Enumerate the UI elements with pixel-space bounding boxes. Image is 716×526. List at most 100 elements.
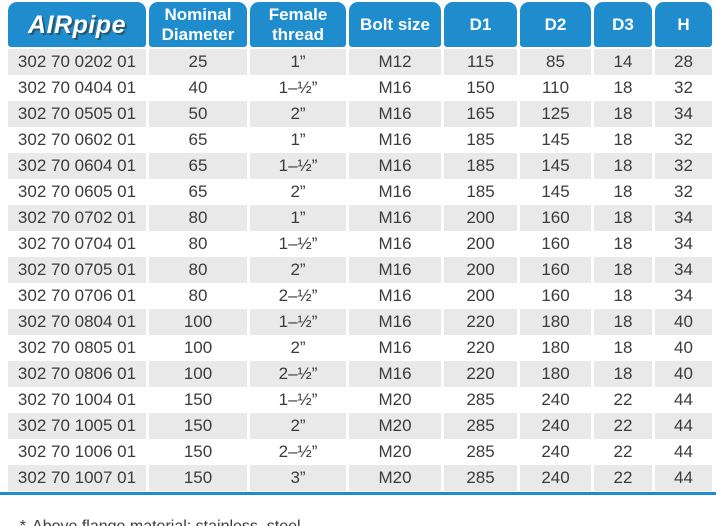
cell-nominal-diameter: 65 (149, 153, 247, 179)
cell-nominal-diameter: 80 (149, 257, 247, 283)
cell-nominal-diameter: 80 (149, 283, 247, 309)
cell-nominal-diameter: 80 (149, 231, 247, 257)
table-row: 302 70 0702 01 80 1” M16 200 160 18 34 (8, 205, 712, 231)
cell-d1: 165 (444, 101, 517, 127)
cell-bolt-size: M16 (349, 257, 441, 283)
cell-h: 40 (655, 335, 712, 361)
cell-bolt-size: M20 (349, 387, 441, 413)
cell-female-thread: 2” (250, 257, 346, 283)
cell-d3: 18 (594, 127, 652, 153)
cell-d2: 240 (520, 413, 591, 439)
cell-d1: 185 (444, 127, 517, 153)
cell-h: 44 (655, 465, 712, 491)
cell-nominal-diameter: 100 (149, 361, 247, 387)
cell-h: 34 (655, 257, 712, 283)
cell-part-number: 302 70 0706 01 (8, 283, 146, 309)
table-row: 302 70 0604 01 65 1–½” M16 185 145 18 32 (8, 153, 712, 179)
cell-nominal-diameter: 40 (149, 75, 247, 101)
cell-bolt-size: M16 (349, 75, 441, 101)
cell-part-number: 302 70 0705 01 (8, 257, 146, 283)
cell-d1: 220 (444, 361, 517, 387)
cell-d3: 14 (594, 49, 652, 75)
table-header-row: AIR pipe Nominal Diameter Female thread Bol… (8, 2, 712, 47)
cell-d2: 145 (520, 179, 591, 205)
cell-nominal-diameter: 150 (149, 387, 247, 413)
column-header-bolt-size: Bolt size (349, 2, 441, 47)
cell-h: 32 (655, 127, 712, 153)
cell-bolt-size: M16 (349, 153, 441, 179)
cell-part-number: 302 70 0702 01 (8, 205, 146, 231)
cell-bolt-size: M16 (349, 361, 441, 387)
cell-part-number: 302 70 1006 01 (8, 439, 146, 465)
cell-nominal-diameter: 100 (149, 335, 247, 361)
table-row: 302 70 0404 01 40 1–½” M16 150 110 18 32 (8, 75, 712, 101)
cell-d3: 18 (594, 75, 652, 101)
cell-d2: 85 (520, 49, 591, 75)
cell-d2: 160 (520, 283, 591, 309)
cell-d1: 285 (444, 465, 517, 491)
cell-bolt-size: M16 (349, 231, 441, 257)
cell-female-thread: 1–½” (250, 75, 346, 101)
cell-female-thread: 2–½” (250, 439, 346, 465)
cell-female-thread: 1” (250, 49, 346, 75)
cell-female-thread: 2” (250, 413, 346, 439)
cell-part-number: 302 70 1007 01 (8, 465, 146, 491)
footnote-marker: * (20, 518, 26, 526)
cell-bolt-size: M12 (349, 49, 441, 75)
cell-part-number: 302 70 1005 01 (8, 413, 146, 439)
cell-d1: 200 (444, 257, 517, 283)
cell-h: 28 (655, 49, 712, 75)
cell-d2: 240 (520, 465, 591, 491)
cell-d2: 180 (520, 361, 591, 387)
cell-d1: 115 (444, 49, 517, 75)
table-row: 302 70 0804 01 100 1–½” M16 220 180 18 40 (8, 309, 712, 335)
cell-part-number: 302 70 1004 01 (8, 387, 146, 413)
cell-h: 34 (655, 283, 712, 309)
cell-nominal-diameter: 100 (149, 309, 247, 335)
table-row: 302 70 1006 01 150 2–½” M20 285 240 22 44 (8, 439, 712, 465)
cell-d1: 220 (444, 335, 517, 361)
table-row: 302 70 0805 01 100 2” M16 220 180 18 40 (8, 335, 712, 361)
table-row: 302 70 1005 01 150 2” M20 285 240 22 44 (8, 413, 712, 439)
brand-logo-pipe: pipe (72, 10, 126, 39)
cell-part-number: 302 70 0604 01 (8, 153, 146, 179)
footnote-text: Above flange material: stainless steel. (32, 518, 305, 526)
cell-h: 44 (655, 439, 712, 465)
table-row: 302 70 0505 01 50 2” M16 165 125 18 34 (8, 101, 712, 127)
cell-female-thread: 1–½” (250, 153, 346, 179)
column-header-d3: D3 (594, 2, 652, 47)
cell-d3: 18 (594, 257, 652, 283)
cell-d3: 22 (594, 465, 652, 491)
table-row: 302 70 0202 01 25 1” M12 115 85 14 28 (8, 49, 712, 75)
cell-part-number: 302 70 0704 01 (8, 231, 146, 257)
brand-logo-air: AIR (28, 10, 73, 39)
cell-female-thread: 1–½” (250, 309, 346, 335)
column-header-h: H (655, 2, 712, 47)
column-header-d2: D2 (520, 2, 591, 47)
cell-h: 34 (655, 231, 712, 257)
table-row: 302 70 0605 01 65 2” M16 185 145 18 32 (8, 179, 712, 205)
cell-h: 32 (655, 75, 712, 101)
table-row: 302 70 1007 01 150 3” M20 285 240 22 44 (8, 465, 712, 491)
cell-bolt-size: M16 (349, 101, 441, 127)
cell-d1: 185 (444, 153, 517, 179)
cell-female-thread: 2–½” (250, 283, 346, 309)
flange-spec-table: AIR pipe Nominal Diameter Female thread Bol… (8, 2, 712, 491)
cell-bolt-size: M20 (349, 439, 441, 465)
cell-d1: 285 (444, 413, 517, 439)
cell-d3: 18 (594, 283, 652, 309)
cell-d2: 160 (520, 257, 591, 283)
cell-bolt-size: M16 (349, 309, 441, 335)
cell-nominal-diameter: 80 (149, 205, 247, 231)
table-row: 302 70 0602 01 65 1” M16 185 145 18 32 (8, 127, 712, 153)
cell-d2: 180 (520, 309, 591, 335)
cell-d2: 110 (520, 75, 591, 101)
cell-nominal-diameter: 65 (149, 127, 247, 153)
cell-d1: 285 (444, 439, 517, 465)
cell-bolt-size: M16 (349, 179, 441, 205)
cell-d2: 145 (520, 153, 591, 179)
cell-h: 40 (655, 309, 712, 335)
bottom-divider (0, 492, 716, 495)
cell-nominal-diameter: 50 (149, 101, 247, 127)
